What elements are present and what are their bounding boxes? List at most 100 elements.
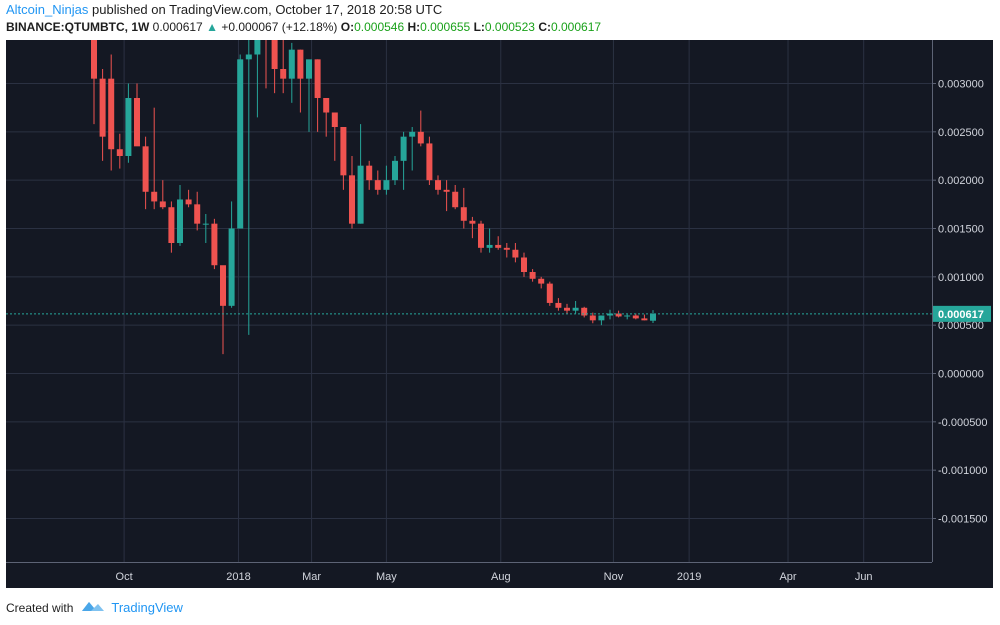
candle-body <box>99 78 106 137</box>
x-tick-label: May <box>376 571 397 583</box>
candle-body <box>142 146 149 192</box>
candle-body <box>409 131 416 137</box>
candle-body <box>383 180 390 190</box>
candle-body <box>254 40 261 55</box>
x-tick-label: Aug <box>491 571 511 583</box>
candle-body <box>589 315 596 321</box>
publication-line: Altcoin_Ninjas published on TradingView.… <box>6 2 442 17</box>
candle-body <box>314 59 321 98</box>
candle-body <box>177 199 183 243</box>
candle-body <box>116 149 123 156</box>
ohlc-legend: BINANCE:QTUMBTC, 1W 0.000617 ▲ +0.000067… <box>6 20 601 34</box>
candle-body <box>503 247 510 250</box>
candle-body <box>598 315 605 321</box>
close-value: 0.000617 <box>550 20 602 34</box>
candle-body <box>615 313 622 317</box>
candle-body <box>271 40 278 69</box>
candle-body <box>555 302 562 308</box>
y-tick-label: -0.000500 <box>938 417 988 429</box>
tradingview-brand-link[interactable]: TradingView <box>111 600 183 615</box>
candlestick-chart[interactable]: 0.003000 0.002500 0.002000 0.001500 0.001000… <box>6 40 993 588</box>
candle-body <box>297 49 304 79</box>
y-tick-label: 0.002500 <box>938 127 984 139</box>
candle-body <box>357 165 364 224</box>
candle-body <box>323 98 330 113</box>
candle-body <box>91 40 97 79</box>
y-tick-label: 0.000500 <box>938 320 984 332</box>
x-tick-label: Oct <box>116 571 133 583</box>
candle-body <box>641 318 648 321</box>
low-value: 0.000523 <box>484 20 535 34</box>
candle-body <box>108 78 115 150</box>
author-link[interactable]: Altcoin_Ninjas <box>6 2 89 17</box>
candle-body <box>426 143 433 181</box>
high-value: 0.000655 <box>420 20 471 34</box>
candle-body <box>521 257 527 272</box>
y-tick-label: 0.001000 <box>938 272 984 284</box>
candle-body <box>211 223 218 266</box>
y-tick-label: -0.001000 <box>938 465 988 477</box>
candle-body <box>374 180 381 190</box>
y-tick-label: 0.003000 <box>938 79 984 91</box>
candle-body <box>366 165 373 181</box>
y-tick-label: -0.001500 <box>938 514 988 526</box>
candle-body <box>288 49 295 79</box>
candle-body <box>306 59 312 79</box>
candle-body <box>435 180 441 190</box>
candle-body <box>538 278 545 284</box>
tradingview-logo-icon[interactable] <box>81 599 105 616</box>
published-text: published on TradingView.com, October 17… <box>92 2 443 17</box>
chart-area[interactable]: 0.003000 0.002500 0.002000 0.001500 0.001000… <box>6 40 993 588</box>
candle-body <box>495 244 502 248</box>
candle-body <box>237 59 244 229</box>
open-label: O: <box>340 20 355 34</box>
y-tick-label: 0.002000 <box>938 175 984 187</box>
candle-body <box>581 307 588 316</box>
close-label: C: <box>538 20 551 34</box>
footer: Created with TradingView <box>6 599 183 616</box>
candle-body <box>245 54 252 60</box>
candle-body <box>151 191 158 202</box>
x-tick-label: 2019 <box>677 571 701 583</box>
candle-body <box>349 175 355 224</box>
last-price-label: 0.000617 <box>938 309 984 321</box>
candle-body <box>220 265 226 306</box>
candle-body <box>125 98 132 156</box>
candle-body <box>392 160 398 181</box>
candle-body <box>624 315 631 317</box>
candle-body <box>486 244 493 248</box>
candle-body <box>185 199 192 205</box>
candle-body <box>159 201 166 208</box>
candle-body <box>469 220 476 224</box>
x-tick-label: Nov <box>604 571 624 583</box>
x-tick-label: Mar <box>302 571 321 583</box>
y-tick-label: 0.000000 <box>938 369 984 381</box>
candle-body <box>134 98 140 147</box>
change-value: +0.000067 (+12.18%) <box>221 20 338 34</box>
high-label: H: <box>407 20 421 34</box>
candle-body <box>400 136 407 161</box>
last-price-badge <box>933 305 991 322</box>
y-tick-label: 0.001500 <box>938 224 984 236</box>
x-tick-label: Apr <box>779 571 796 583</box>
candle-body <box>572 307 579 311</box>
candle-body <box>202 223 209 225</box>
candle-body <box>529 272 536 279</box>
open-value: 0.000546 <box>354 20 405 34</box>
created-with-text: Created with <box>6 600 74 615</box>
candle-body <box>168 207 175 243</box>
candle-body <box>512 249 519 258</box>
candle-body <box>478 223 484 248</box>
candle-body <box>452 191 459 208</box>
candle-body <box>546 283 553 303</box>
candle-body <box>460 207 467 221</box>
candle-body <box>632 315 639 319</box>
candle-body <box>443 189 450 192</box>
last-price-value: 0.000617 <box>152 20 203 34</box>
x-tick-label: 2018 <box>226 571 250 583</box>
candle-body <box>607 313 613 316</box>
candle-body <box>228 228 235 306</box>
candle-body <box>650 313 656 321</box>
symbol-label: BINANCE:QTUMBTC, 1W <box>6 20 150 34</box>
candle-body <box>280 69 287 79</box>
